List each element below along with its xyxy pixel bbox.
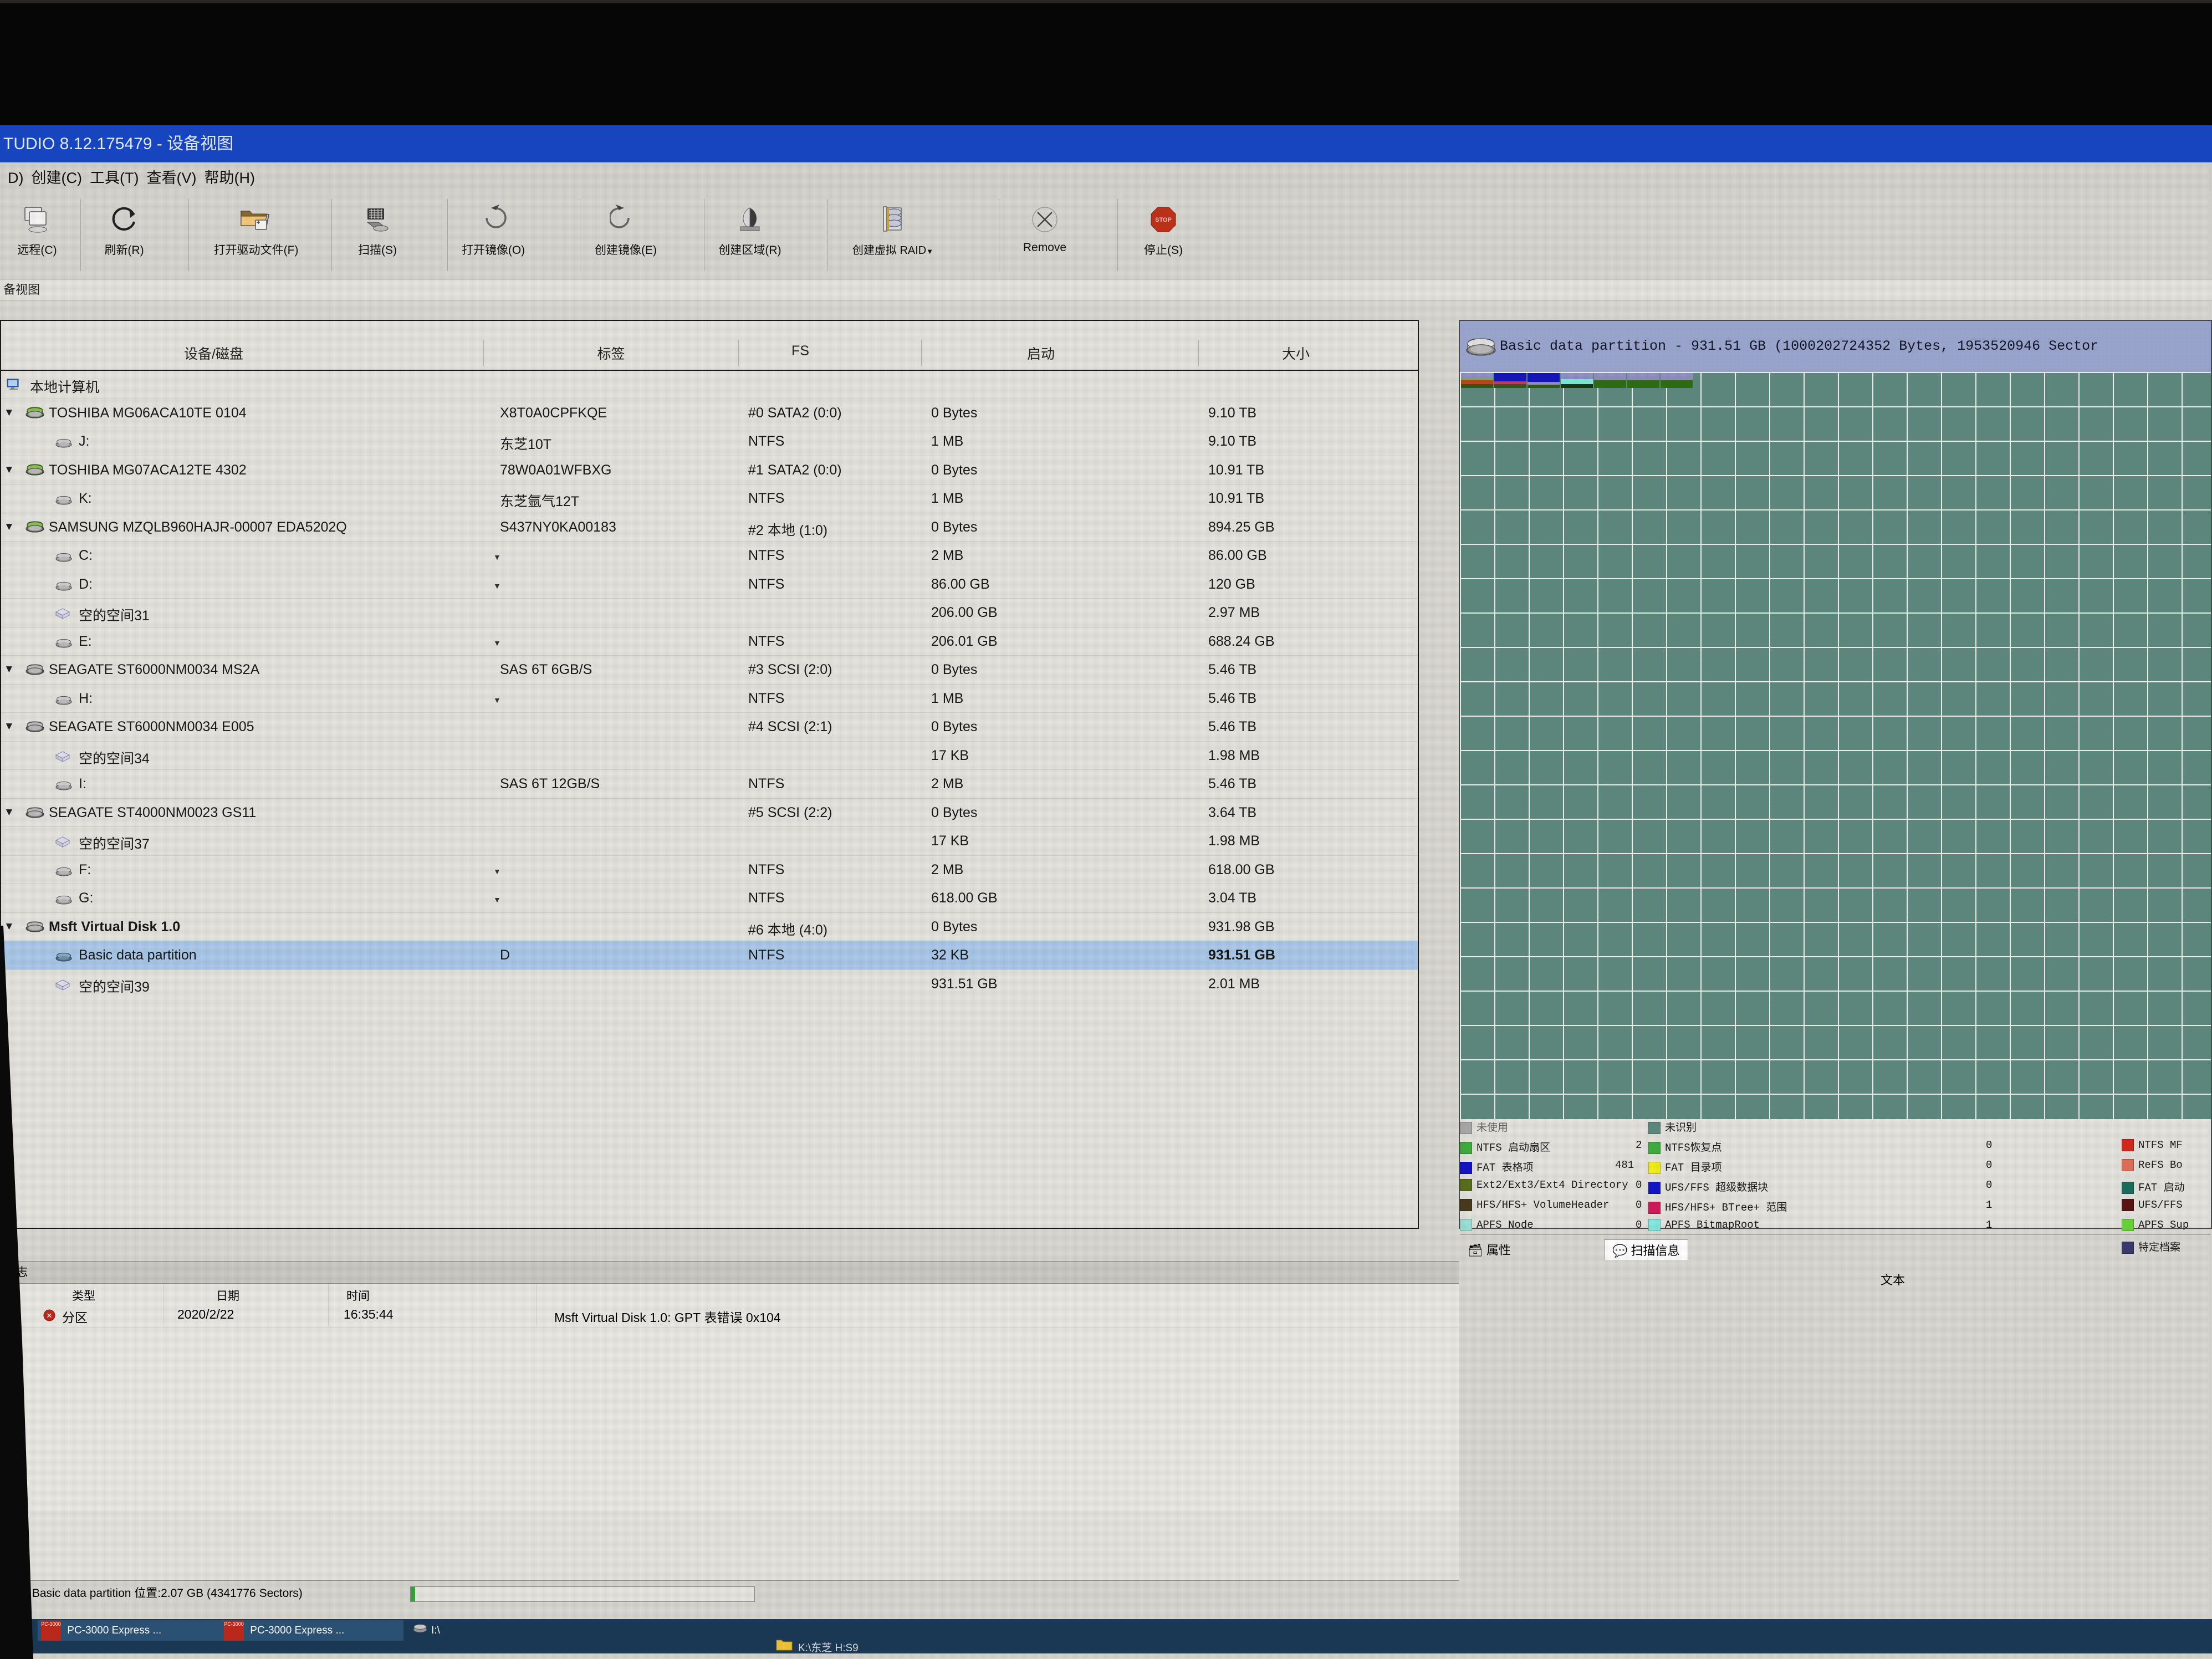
svg-text:✕: ✕ <box>47 1311 53 1320</box>
svg-text:STOP: STOP <box>1155 217 1172 223</box>
